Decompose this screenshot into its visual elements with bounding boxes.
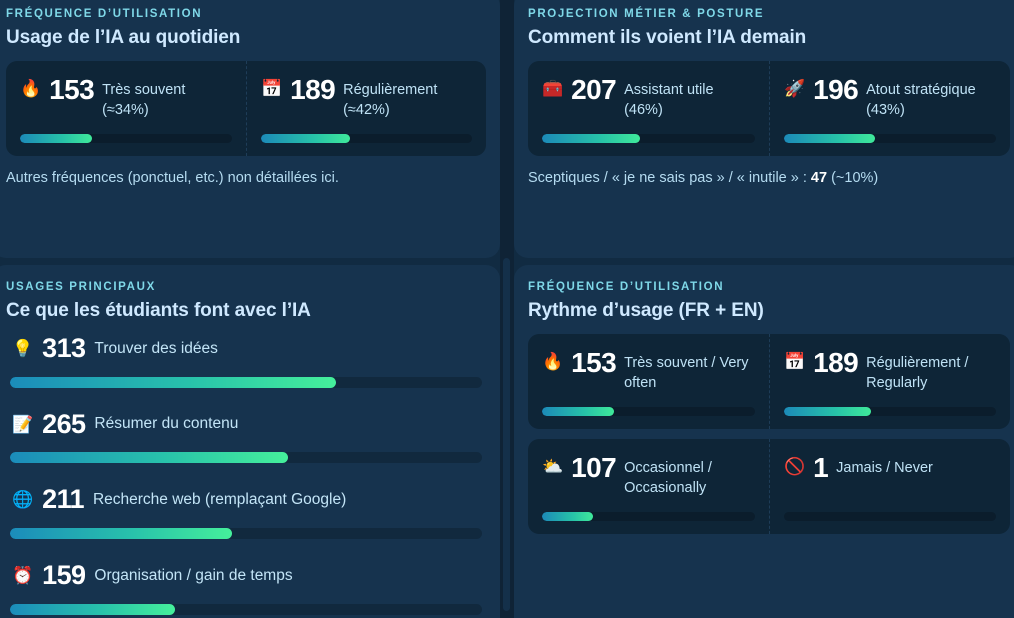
progress-fill	[784, 407, 871, 416]
stat-cell-atout-strategique[interactable]: 🚀 196 Atout stratégique (43%)	[769, 61, 1010, 156]
list-item[interactable]: ⏰ 159 Organisation / gain de temps	[6, 560, 486, 615]
sun-behind-cloud-icon: ⛅	[542, 457, 564, 476]
progress-fill	[10, 376, 336, 388]
stat-value: 1	[813, 452, 829, 483]
stat-group: 🔥 153 Très souvent (≈34%) 📅 189 Régulièr…	[6, 61, 486, 156]
panel-footnote: Sceptiques / « je ne sais pas » / « inut…	[528, 169, 1010, 189]
stat-value: 189	[813, 347, 859, 378]
stat-label: Régulièrement / Regularly	[866, 355, 969, 391]
rocket-icon: 🚀	[784, 79, 806, 98]
stat-cell-occasionnel[interactable]: ⛅ 107 Occasionnel / Occasionally	[528, 439, 769, 534]
progress-bar	[10, 528, 482, 540]
stat-value: 196	[813, 74, 859, 105]
stat-value: 153	[49, 74, 95, 105]
progress-bar	[542, 512, 755, 521]
progress-fill	[261, 134, 350, 143]
panel-kicker: USAGES PRINCIPAUX	[6, 281, 156, 293]
panel-projection: PROJECTION MÉTIER & POSTURE Comment ils …	[514, 0, 1014, 258]
panel-rhythm: FRÉQUENCE D’UTILISATION Rythme d’usage (…	[514, 265, 1014, 618]
page-title: Comment ils voient l’IA demain	[528, 27, 807, 48]
stat-value: 207	[571, 74, 617, 105]
stat-cell-regulierement[interactable]: 📅 189 Régulièrement (≈42%)	[246, 61, 486, 156]
toolbox-icon: 🧰	[542, 79, 564, 98]
memo-icon: 📝	[12, 414, 34, 434]
footnote-value: 47	[810, 170, 828, 186]
panel-scrollbar[interactable]	[500, 0, 514, 618]
stat-group: 🔥 153 Très souvent / Very often 📅 189 Ré…	[528, 334, 1010, 429]
progress-bar	[784, 134, 996, 143]
panel-footnote: Autres fréquences (ponctuel, etc.) non d…	[6, 170, 339, 186]
lightbulb-icon: 💡	[12, 338, 34, 358]
stat-label: Assistant utile (46%)	[624, 82, 714, 118]
panel-kicker: PROJECTION MÉTIER & POSTURE	[528, 8, 765, 20]
stat-value: 189	[290, 74, 336, 105]
usage-label: Résumer du contenu	[94, 415, 239, 433]
progress-fill	[10, 452, 289, 464]
stat-label: Régulièrement (≈42%)	[343, 82, 438, 118]
prohibited-icon: 🚫	[784, 457, 806, 476]
stat-group: 🧰 207 Assistant utile (46%) 🚀 196 Atout …	[528, 61, 1010, 156]
calendar-icon: 📅	[261, 79, 283, 98]
stat-value: 153	[571, 347, 617, 378]
usage-label: Recherche web (remplaçant Google)	[92, 490, 347, 508]
usage-value: 313	[42, 333, 86, 363]
panel-kicker: FRÉQUENCE D’UTILISATION	[528, 281, 725, 293]
usage-label: Organisation / gain de temps	[94, 566, 293, 584]
progress-bar	[261, 134, 472, 143]
list-item[interactable]: 📝 265 Résumer du contenu	[6, 408, 486, 464]
progress-fill	[542, 134, 640, 143]
panel-daily-usage: FRÉQUENCE D’UTILISATION Usage de l’IA au…	[0, 0, 500, 258]
stat-group: ⛅ 107 Occasionnel / Occasionally 🚫 1 Jam…	[528, 439, 1010, 534]
fire-icon: 🔥	[542, 352, 564, 371]
progress-fill	[542, 512, 594, 521]
stat-label: Très souvent / Very often	[624, 355, 749, 391]
page-title: Ce que les étudiants font avec l’IA	[6, 300, 311, 321]
stat-cell-tres-souvent[interactable]: 🔥 153 Très souvent (≈34%)	[6, 61, 246, 156]
progress-fill	[20, 134, 93, 143]
panel-kicker: FRÉQUENCE D’UTILISATION	[6, 8, 203, 20]
stat-cell-regulierement[interactable]: 📅 189 Régulièrement / Regularly	[769, 334, 1010, 429]
fire-icon: 🔥	[20, 79, 42, 98]
progress-bar	[542, 134, 755, 143]
calendar-icon: 📅	[784, 352, 806, 371]
page-title: Rythme d’usage (FR + EN)	[528, 300, 764, 321]
stat-cell-tres-souvent[interactable]: 🔥 153 Très souvent / Very often	[528, 334, 769, 429]
progress-fill	[10, 603, 176, 615]
progress-bar	[784, 407, 996, 416]
usage-value: 265	[42, 408, 86, 439]
alarm-clock-icon: ⏰	[12, 565, 34, 585]
stat-label: Jamais / Never	[836, 460, 933, 476]
usage-value: 159	[42, 560, 86, 591]
stat-label: Atout stratégique (43%)	[866, 82, 976, 118]
stat-cell-assistant-utile[interactable]: 🧰 207 Assistant utile (46%)	[528, 61, 769, 156]
stat-label: Occasionnel / Occasionally	[624, 460, 712, 496]
progress-bar	[10, 603, 482, 615]
progress-bar	[20, 134, 232, 143]
globe-icon: 🌐	[12, 490, 34, 510]
page-title: Usage de l’IA au quotidien	[6, 27, 241, 48]
stat-value: 107	[571, 452, 617, 483]
progress-bar	[10, 376, 482, 388]
progress-fill	[10, 528, 232, 540]
stat-cell-jamais[interactable]: 🚫 1 Jamais / Never	[769, 439, 1010, 534]
progress-bar	[10, 452, 482, 464]
footnote-suffix: (~10%)	[827, 170, 879, 186]
stat-label: Très souvent (≈34%)	[102, 82, 186, 118]
list-item[interactable]: 💡 313 Trouver des idées	[6, 333, 486, 388]
progress-fill	[542, 407, 615, 416]
progress-fill	[784, 134, 876, 143]
usage-label: Trouver des idées	[94, 339, 218, 357]
panel-main-uses: USAGES PRINCIPAUX Ce que les étudiants f…	[0, 265, 500, 618]
progress-bar	[784, 512, 996, 521]
progress-bar	[542, 407, 755, 416]
list-item[interactable]: 🌐 211 Recherche web (remplaçant Google)	[6, 484, 486, 540]
footnote-prefix: Sceptiques / « je ne sais pas » / « inut…	[528, 170, 811, 186]
usage-value: 211	[42, 484, 84, 515]
